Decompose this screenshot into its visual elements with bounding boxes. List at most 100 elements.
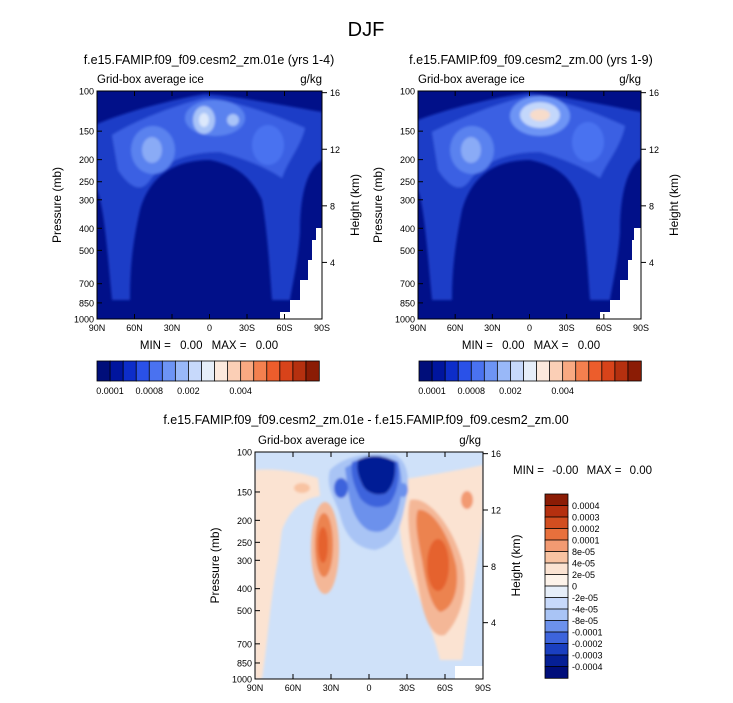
y-axis-label-right: Height (km)	[667, 174, 681, 236]
colorbar-cell	[96, 360, 111, 382]
height-tick-label: 8	[649, 201, 654, 211]
contour-sh	[572, 122, 604, 162]
units-label: g/kg	[459, 435, 481, 447]
contour-pos-small	[294, 483, 310, 493]
colorbar-label: 0.0001	[96, 386, 124, 396]
colorbar-cell	[470, 360, 485, 382]
y-tick-label: 700	[400, 279, 415, 289]
y-tick-label: 850	[237, 658, 252, 668]
colorbar-cell	[161, 360, 177, 382]
colorbar-label: 4e-05	[572, 559, 595, 569]
colorbar-cell	[279, 360, 294, 382]
y-tick-label: 150	[400, 127, 415, 137]
colorbar-label: 0.0008	[135, 386, 163, 396]
colorbar-cell	[418, 360, 433, 382]
contour-tropics-core	[227, 114, 239, 126]
y-tick-label: 300	[79, 195, 94, 205]
colorbar-cell	[135, 360, 150, 382]
height-tick-label: 4	[649, 258, 654, 268]
contour-field	[97, 91, 322, 319]
colorbar-cell	[544, 654, 569, 668]
colorbar-cell	[253, 360, 268, 382]
units-label: g/kg	[300, 74, 322, 86]
y-tick-label: 300	[400, 195, 415, 205]
colorbar-label: 0.0008	[457, 386, 485, 396]
colorbar-label: 0.002	[177, 386, 200, 396]
y-tick-label: 200	[79, 155, 94, 165]
colorbar-label: -0.0003	[572, 651, 603, 661]
y-tick-label: 250	[237, 538, 252, 548]
colorbar-label: 0.0001	[572, 536, 600, 546]
colorbar-cell	[266, 360, 281, 382]
colorbar-cell	[544, 608, 569, 622]
contour-field	[255, 452, 483, 679]
y-tick-label: 400	[79, 224, 94, 234]
y-tick-label: 500	[237, 606, 252, 616]
colorbar-cell	[544, 643, 569, 656]
colorbar-label: 0.0002	[572, 524, 600, 534]
y-tick-label: 500	[79, 246, 94, 256]
x-tick-label: 90S	[314, 323, 330, 333]
x-tick-label: 60N	[126, 323, 143, 333]
colorbar-cell	[431, 360, 446, 382]
panel-title: f.e15.FAMIP.f09_f09.cesm2_zm.01e (yrs 1-…	[84, 53, 335, 67]
colorbar-cell	[109, 360, 124, 382]
missing-data	[455, 666, 483, 679]
panel-top-left: f.e15.FAMIP.f09_f09.cesm2_zm.01e (yrs 1-…	[50, 53, 362, 396]
colorbar-label: 0.0004	[572, 501, 600, 511]
x-tick-label: 0	[207, 323, 212, 333]
panel-title: f.e15.FAMIP.f09_f09.cesm2_zm.00 (yrs 1-9…	[409, 53, 653, 67]
colorbar-cell	[292, 360, 307, 382]
colorbar-cell	[148, 360, 163, 382]
colorbar-cell	[544, 539, 569, 553]
min-max-stats: MIN = 0.00 MAX = 0.00	[140, 340, 278, 352]
colorbar-label: -4e-05	[572, 605, 598, 615]
colorbar-cell	[483, 360, 499, 382]
colorbar: 0.0001 0.0008 0.002 0.004	[96, 360, 320, 396]
colorbar-label: 2e-05	[572, 570, 595, 580]
y-tick-label: 1000	[74, 315, 94, 325]
x-tick-label: 90S	[633, 323, 649, 333]
y-axis-label: Pressure (mb)	[371, 167, 385, 243]
missing-data	[280, 228, 322, 319]
colorbar-cell	[444, 360, 459, 382]
x-tick-label: 0	[366, 683, 371, 693]
contour-sh	[252, 125, 284, 165]
x-tick-label: 90N	[89, 323, 106, 333]
contour-neg-core	[357, 456, 396, 495]
colorbar-cell	[544, 493, 569, 507]
min-label: MIN =	[462, 340, 493, 352]
max-value: 0.00	[630, 465, 652, 477]
colorbar-cell	[544, 585, 569, 599]
colorbar-label: -0.0004	[572, 662, 603, 672]
contour-small	[596, 248, 604, 260]
colorbar: 0.0001 0.0008 0.002 0.004	[418, 360, 642, 396]
x-tick-label: 30S	[559, 323, 575, 333]
y-axis-label-right: Height (km)	[509, 534, 523, 596]
x-tick-label: 90N	[247, 683, 264, 693]
colorbar-cell	[523, 360, 538, 382]
colorbar-cell	[588, 360, 603, 382]
x-tick-label: 30S	[399, 683, 415, 693]
y-axis-label: Pressure (mb)	[50, 167, 64, 243]
y-tick-label: 500	[400, 246, 415, 256]
colorbar-cell	[240, 360, 255, 382]
contour-pos-core	[427, 539, 449, 591]
contour-tropics-core	[530, 109, 550, 121]
colorbar-label: 0.0003	[572, 513, 600, 523]
colorbar-cell	[544, 597, 569, 610]
x-tick-label: 60S	[437, 683, 453, 693]
x-tick-label: 0	[527, 323, 532, 333]
colorbar-cell	[549, 360, 564, 382]
x-tick-label: 30N	[323, 683, 340, 693]
colorbar-cell	[544, 551, 569, 564]
y-tick-label: 300	[237, 556, 252, 566]
x-tick-label: 60N	[447, 323, 464, 333]
y-tick-label: 100	[237, 448, 252, 458]
height-tick-label: 8	[330, 201, 335, 211]
height-tick-label: 8	[491, 562, 496, 572]
colorbar-cell	[544, 620, 569, 633]
colorbar-cell	[544, 505, 569, 518]
height-tick-label: 12	[649, 145, 659, 155]
